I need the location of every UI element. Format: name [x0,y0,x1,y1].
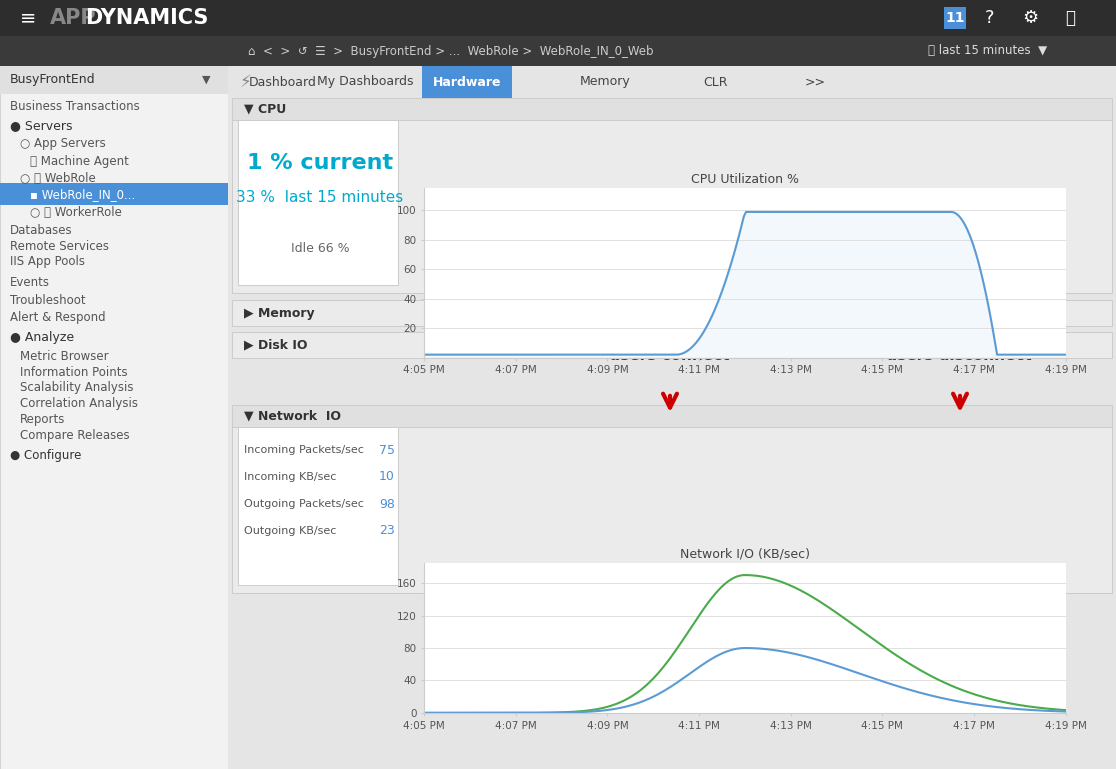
Text: Incoming KB/sec: Incoming KB/sec [244,472,336,482]
Bar [944,7,966,29]
Text: 1 % current: 1 % current [247,153,393,173]
Text: ▼ Network  IO: ▼ Network IO [244,410,341,422]
Text: Remote Services: Remote Services [10,239,109,252]
Text: ▶ Disk IO: ▶ Disk IO [244,338,308,351]
Text: >>: >> [805,75,826,88]
Text: ▼: ▼ [202,75,210,85]
Bar [0,183,228,205]
Text: ● Servers: ● Servers [10,119,73,132]
Text: Scalability Analysis: Scalability Analysis [20,381,134,394]
Text: ● Configure: ● Configure [10,450,81,462]
Text: ○ 🔸 WorkerRole: ○ 🔸 WorkerRole [30,207,122,219]
Bar [238,120,398,285]
Text: IIS App Pools: IIS App Pools [10,255,85,268]
Bar [0,36,1116,66]
Text: 👤: 👤 [1065,9,1075,27]
Text: ○ 🔸 WebRole: ○ 🔸 WebRole [20,171,96,185]
Text: Information Points: Information Points [20,365,127,378]
Title: Network I/O (KB/sec): Network I/O (KB/sec) [680,548,810,561]
Text: Reports: Reports [20,414,66,427]
Text: ⚙: ⚙ [1022,9,1038,27]
Text: ○ App Servers: ○ App Servers [20,138,106,151]
Text: users disconnect: users disconnect [887,348,1032,362]
Text: Dashboard: Dashboard [249,75,317,88]
Text: Events: Events [10,275,50,288]
Text: 33 %  last 15 minutes: 33 % last 15 minutes [237,191,404,205]
Text: ▶ Memory: ▶ Memory [244,307,315,319]
Text: 🔸 Machine Agent: 🔸 Machine Agent [30,155,128,168]
Text: ▪ WebRole_IN_0...: ▪ WebRole_IN_0... [30,188,135,201]
Text: Business Transactions: Business Transactions [10,99,140,112]
Bar [232,98,1112,293]
Text: users connect: users connect [610,348,730,362]
Text: 10: 10 [379,471,395,484]
Bar [232,405,1112,593]
Text: 98: 98 [379,498,395,511]
Text: ⌂  <  >  ↺  ☰  >  BusyFrontEnd > ...  WebRole >  WebRole_IN_0_Web: ⌂ < > ↺ ☰ > BusyFrontEnd > ... WebRole >… [248,45,654,58]
Text: 75: 75 [379,444,395,457]
Bar [422,66,512,98]
Bar [232,98,1112,120]
Bar [0,66,228,769]
Text: 23: 23 [379,524,395,538]
Bar [232,300,1112,326]
Text: Memory: Memory [579,75,631,88]
Text: ≡: ≡ [20,8,37,28]
Text: ▼ CPU: ▼ CPU [244,102,286,115]
Text: Alert & Respond: Alert & Respond [10,311,106,325]
Text: 🕐 last 15 minutes  ▼: 🕐 last 15 minutes ▼ [929,45,1047,58]
Bar [238,427,398,585]
Text: Compare Releases: Compare Releases [20,430,129,442]
Text: ● Analyze: ● Analyze [10,331,74,345]
Text: Troubleshoot: Troubleshoot [10,294,86,307]
Text: APP: APP [50,8,97,28]
Text: Idle 66 %: Idle 66 % [290,241,349,255]
Text: CLR: CLR [703,75,728,88]
Text: Correlation Analysis: Correlation Analysis [20,398,138,411]
Bar [232,332,1112,358]
Text: Databases: Databases [10,224,73,237]
Title: CPU Utilization %: CPU Utilization % [691,173,799,186]
Bar [0,66,228,94]
Text: Metric Browser: Metric Browser [20,349,108,362]
Bar [0,0,1116,36]
Text: 11: 11 [945,11,964,25]
Text: Outgoing KB/sec: Outgoing KB/sec [244,526,336,536]
Text: Hardware: Hardware [433,75,501,88]
Text: My Dashboards: My Dashboards [317,75,413,88]
Bar [232,405,1112,427]
Text: ⚡: ⚡ [240,73,251,91]
Text: DYNAMICS: DYNAMICS [85,8,209,28]
Text: BusyFrontEnd: BusyFrontEnd [10,74,96,86]
Text: ?: ? [985,9,994,27]
Text: Outgoing Packets/sec: Outgoing Packets/sec [244,499,364,509]
Bar [228,66,1116,769]
Text: Incoming Packets/sec: Incoming Packets/sec [244,445,364,455]
Bar [228,66,1116,98]
